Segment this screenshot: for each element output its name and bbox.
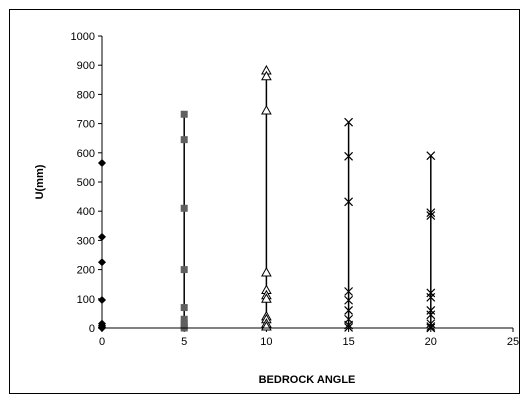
data-point (426, 288, 436, 298)
data-point (180, 315, 188, 323)
y-tick-label: 100 (77, 294, 95, 306)
y-tick-label: 300 (77, 235, 95, 247)
data-point (180, 136, 188, 144)
data-point (344, 117, 354, 127)
x-tick-label: 15 (342, 336, 354, 348)
x-axis-label: BEDROCK ANGLE (259, 374, 356, 386)
y-tick-label: 1000 (71, 31, 95, 43)
data-point (344, 306, 354, 315)
y-tick-label: 900 (77, 60, 95, 72)
data-point (261, 267, 272, 277)
data-point (426, 310, 436, 320)
data-series (98, 64, 436, 333)
y-tick-label: 800 (77, 89, 95, 101)
data-point (344, 197, 354, 207)
y-tick-label: 700 (77, 119, 95, 131)
series-5 (426, 151, 436, 333)
x-tick-label: 25 (507, 336, 519, 348)
y-tick-label: 500 (77, 177, 95, 189)
x-tick-label: 5 (181, 336, 187, 348)
data-point (180, 204, 188, 212)
data-point (344, 322, 354, 332)
data-point (261, 293, 272, 303)
x-tick-label: 10 (260, 336, 272, 348)
data-point (180, 266, 188, 274)
data-point (261, 104, 272, 115)
series-2 (180, 110, 188, 332)
x-axis-ticks: 0 5 10 15 20 25 (99, 328, 519, 348)
y-axis-ticks: 0 100 200 300 400 500 600 700 800 900 1000 (71, 31, 102, 335)
y-tick-label: 400 (77, 206, 95, 218)
y-tick-label: 600 (77, 148, 95, 160)
data-point (180, 110, 188, 118)
x-tick-label: 0 (99, 336, 105, 348)
data-point (426, 208, 436, 218)
y-tick-label: 0 (89, 323, 95, 335)
data-point (426, 319, 436, 329)
series-3 (261, 64, 272, 331)
x-tick-label: 20 (425, 336, 437, 348)
data-point (261, 70, 272, 81)
data-point (426, 211, 436, 221)
data-point (344, 151, 354, 161)
data-point (426, 306, 436, 315)
data-point (344, 287, 354, 296)
data-point (426, 322, 436, 331)
data-point (426, 292, 436, 302)
series-4 (344, 117, 354, 332)
data-point (344, 295, 354, 305)
y-tick-label: 200 (77, 265, 95, 277)
data-point (180, 304, 188, 312)
data-point (426, 151, 436, 161)
y-axis-label: U(mm) (34, 164, 46, 199)
